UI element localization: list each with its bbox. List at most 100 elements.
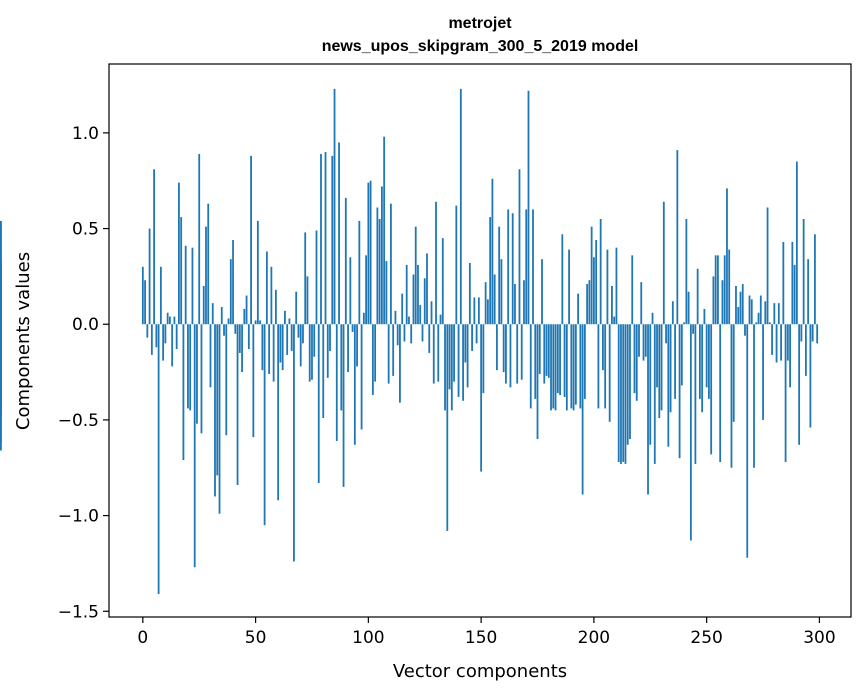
bar [473,297,476,325]
bar [141,266,144,325]
bar [378,218,381,325]
x-tick-label: 150 [465,628,497,648]
bar [608,324,611,422]
bar [527,90,530,325]
bar [518,169,521,325]
bar [511,213,514,325]
bar [148,228,151,325]
bar [611,285,613,325]
bar [710,324,713,455]
bar [545,324,548,376]
bar [482,324,485,394]
bar [669,324,672,413]
bar [360,324,363,430]
bar [565,324,568,411]
bar [329,324,331,352]
bar [168,316,171,325]
bar [486,299,489,325]
bar [626,324,629,445]
bar [175,324,178,350]
bar [390,203,392,325]
bar [689,324,692,541]
bar [795,161,798,325]
bar [265,251,268,325]
bar [268,324,271,374]
bar [252,324,255,438]
bar [583,324,586,399]
bar [453,324,455,382]
bar [428,324,431,353]
x-tick-label: 50 [245,628,267,648]
bar [649,324,652,445]
bar [730,324,733,468]
bar [592,257,595,325]
bar [543,324,546,384]
bar [351,324,354,332]
bar [698,324,701,399]
bar [358,220,361,325]
bar [750,299,753,325]
bar [187,324,189,409]
bar [207,203,210,325]
bar [703,308,706,325]
bar [288,318,291,325]
bar [435,201,437,325]
bar [525,209,528,325]
bar [541,259,543,325]
bar [536,324,539,440]
bar [274,289,277,325]
x-tick-label: 0 [137,628,148,648]
bar [500,259,503,325]
bar [272,324,275,382]
bar [462,324,464,401]
bar [714,255,717,325]
bar [759,295,762,325]
bar [493,274,496,325]
bar [775,324,778,363]
bar [798,324,801,445]
bar [254,320,257,325]
bar [701,324,704,413]
bar [401,293,404,325]
bar [295,291,298,325]
bar [622,324,625,463]
bar [196,324,198,424]
bar [243,308,246,325]
y-tick-label: −1.5 [58,602,99,622]
bar [647,324,649,495]
bar [529,324,532,409]
bar [793,264,796,325]
bar [223,324,225,336]
bar [367,182,370,325]
bar [471,324,473,352]
bar [396,324,399,346]
bar [538,324,541,374]
bar [464,324,467,363]
bar [484,282,487,325]
y-tick-label: 0.5 [72,220,99,240]
bar [331,155,334,325]
plot-frame [108,63,852,618]
bar [809,324,812,428]
bar [218,324,221,514]
bar [683,322,685,325]
bar [514,284,516,325]
bar [349,257,352,325]
bar [762,324,764,420]
bar-series [0,88,819,595]
bar [150,324,153,355]
bar [629,324,631,440]
y-tick-label: −0.5 [58,411,99,431]
bar [448,324,451,390]
bar [687,291,690,325]
bar [777,303,780,325]
bar [238,324,241,353]
bar [444,324,446,411]
bar [651,312,654,325]
bar [417,264,419,325]
bar [653,324,656,464]
bar [516,324,519,384]
bar [419,305,422,325]
bar [306,276,309,325]
bar [696,268,699,325]
